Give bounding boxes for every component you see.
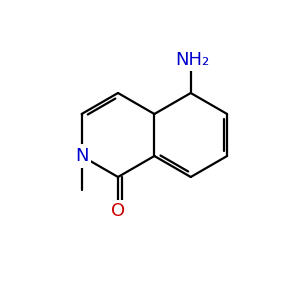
Text: NH₂: NH₂	[176, 51, 210, 69]
Text: N: N	[75, 147, 88, 165]
Text: O: O	[111, 202, 125, 220]
